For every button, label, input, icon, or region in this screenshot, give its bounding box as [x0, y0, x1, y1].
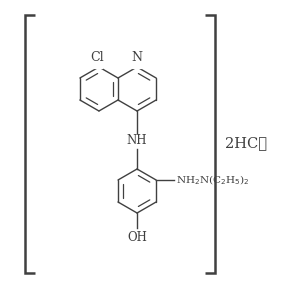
Text: NH: NH	[127, 135, 147, 148]
Text: 2HCℓ: 2HCℓ	[225, 136, 267, 150]
Text: OH: OH	[127, 231, 147, 244]
Text: NH$_2$N(C$_2$H$_5$)$_2$: NH$_2$N(C$_2$H$_5$)$_2$	[176, 173, 249, 187]
Text: Cl: Cl	[90, 51, 104, 64]
Text: N: N	[132, 51, 142, 64]
